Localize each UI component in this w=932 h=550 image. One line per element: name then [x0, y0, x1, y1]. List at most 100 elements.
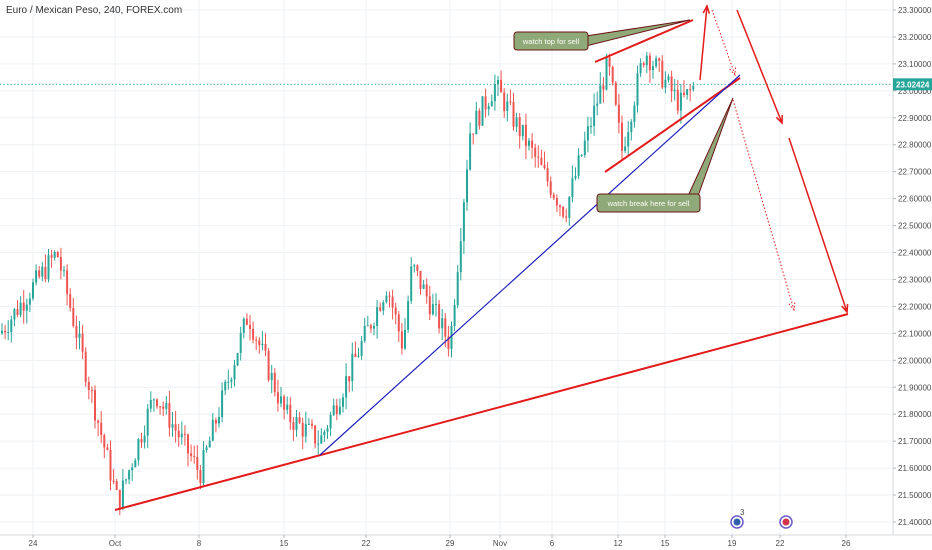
- candle-body: [159, 406, 162, 408]
- candle-body: [165, 403, 168, 409]
- candle-body: [125, 479, 127, 481]
- candle-body: [63, 270, 65, 272]
- y-tick-label: 21.70000: [898, 437, 932, 446]
- candle-body: [59, 257, 62, 271]
- candle-body: [497, 79, 499, 85]
- candle-body: [388, 295, 391, 297]
- candle-body: [512, 101, 515, 127]
- candle-body: [149, 399, 152, 409]
- candle-body: [636, 73, 639, 106]
- candle-body: [503, 92, 506, 112]
- candle-body: [611, 66, 614, 83]
- candle-body: [500, 79, 503, 93]
- candle-body: [366, 325, 369, 327]
- x-tick-label: 26: [842, 539, 851, 548]
- candle-body: [16, 309, 19, 315]
- candle-body: [180, 433, 183, 438]
- candle-body: [187, 434, 189, 454]
- candle-body: [32, 282, 34, 299]
- candle-body: [115, 481, 118, 490]
- arrow-drop-1: [736, 9, 783, 124]
- candle-body: [537, 156, 540, 158]
- candle-body: [422, 284, 425, 289]
- candle-body: [568, 197, 571, 218]
- annotation-top-text: watch top for sell: [522, 37, 580, 46]
- candle-body: [202, 450, 205, 484]
- grid: [0, 0, 893, 535]
- candle-body: [345, 376, 348, 398]
- candle-body: [490, 101, 493, 107]
- candle-body: [304, 424, 307, 437]
- candle-body: [314, 425, 317, 444]
- candle-body: [642, 63, 645, 66]
- candle-body: [400, 331, 403, 349]
- candle-body: [571, 178, 574, 198]
- candle-body: [667, 76, 670, 80]
- candle-body: [214, 419, 217, 424]
- candle-body: [298, 417, 301, 423]
- y-tick-label: 22.40000: [898, 249, 932, 258]
- candle-body: [106, 447, 109, 450]
- candle-body: [143, 435, 146, 443]
- candle-body: [590, 126, 592, 128]
- candle-body: [140, 439, 143, 443]
- candle-body: [466, 169, 468, 203]
- candle-body: [416, 265, 419, 271]
- candle-body: [555, 198, 558, 206]
- candle-body: [4, 330, 7, 333]
- event-icon[interactable]: [779, 515, 793, 529]
- candle-body: [633, 105, 636, 122]
- candles: [1, 52, 695, 516]
- candle-body: [608, 57, 611, 67]
- candle-body: [692, 85, 695, 90]
- candle-body: [205, 447, 208, 451]
- candle-body: [670, 76, 673, 92]
- candle-body: [118, 489, 121, 508]
- candle-body: [25, 304, 28, 311]
- candle-body: [655, 58, 658, 67]
- candle-body: [208, 440, 211, 448]
- candle-body: [410, 266, 413, 302]
- y-tick-label: 22.70000: [898, 168, 932, 177]
- candle-body: [137, 439, 140, 461]
- event-icon[interactable]: 3: [730, 508, 745, 529]
- candle-body: [648, 55, 651, 71]
- candle-body: [419, 270, 422, 289]
- candle-body: [329, 414, 332, 429]
- rising-support-trendline: [319, 74, 741, 456]
- candle-body: [252, 328, 255, 340]
- candle-body: [267, 350, 270, 381]
- candle-body: [627, 132, 630, 147]
- candle-body: [261, 343, 264, 346]
- candle-body: [273, 372, 276, 393]
- annotation-break-box: [596, 193, 701, 213]
- candle-body: [444, 318, 447, 337]
- arrow-up-to-top: [699, 5, 708, 81]
- arrow-dotted-target: [732, 99, 795, 311]
- candle-body: [307, 423, 310, 425]
- candle-body: [438, 304, 441, 329]
- candle-body: [276, 392, 279, 404]
- y-tick-label: 22.80000: [898, 141, 932, 150]
- candle-body: [56, 252, 59, 258]
- candle-body: [233, 365, 236, 380]
- candle-body: [75, 325, 78, 338]
- candle-body: [658, 58, 661, 61]
- candle-body: [683, 92, 685, 95]
- candle-body: [227, 381, 230, 383]
- candle-body: [7, 331, 10, 333]
- y-tick-label: 22.90000: [898, 114, 932, 123]
- candle-body: [28, 298, 31, 305]
- candle-body: [484, 96, 487, 110]
- candle-body: [441, 318, 444, 329]
- candle-body: [605, 57, 608, 90]
- candle-body: [652, 66, 654, 71]
- candle-body: [10, 319, 13, 332]
- annotations: watch top for sell watch break here for s…: [513, 19, 734, 213]
- candle-body: [280, 396, 282, 404]
- candle-body: [348, 376, 351, 382]
- y-tick-label: 21.90000: [898, 383, 932, 392]
- arrow-up-to-top-head: [702, 4, 711, 14]
